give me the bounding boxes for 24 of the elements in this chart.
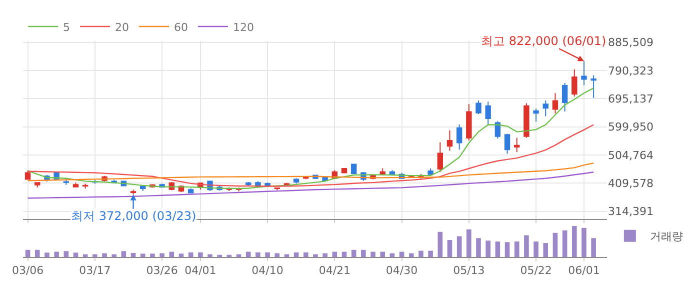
x-tick-label: 03/17 — [79, 264, 111, 278]
y-tick-label: 790,323 — [608, 64, 654, 78]
x-tick-label: 03/06 — [12, 264, 44, 278]
annotation: 최저 372,000 (03/23) — [71, 209, 196, 223]
x-tick-label: 05/22 — [520, 264, 552, 278]
y-tick-label: 599,950 — [608, 120, 654, 134]
annotation: 최고 822,000 (06/01) — [481, 34, 606, 48]
legend-label: 120 — [233, 20, 254, 34]
y-tick-label: 314,391 — [608, 205, 654, 218]
y-tick-label: 409,578 — [608, 177, 654, 190]
legend-label: 거래량 — [650, 230, 683, 244]
x-tick-label: 05/13 — [453, 264, 485, 278]
x-tick-label: 03/26 — [146, 264, 178, 278]
legend-label: 5 — [63, 20, 70, 34]
legend-label: 60 — [174, 20, 188, 34]
x-tick-label: 06/01 — [568, 264, 600, 278]
x-tick-label: 04/10 — [252, 264, 284, 278]
y-tick-label: 504,764 — [608, 148, 654, 162]
x-tick-label: 04/01 — [184, 264, 216, 278]
y-tick-label: 695,137 — [608, 92, 654, 106]
x-tick-label: 04/21 — [318, 264, 351, 278]
y-tick-label: 885,509 — [608, 36, 654, 50]
legend-label: 20 — [115, 20, 129, 34]
x-tick-label: 04/30 — [386, 264, 418, 278]
